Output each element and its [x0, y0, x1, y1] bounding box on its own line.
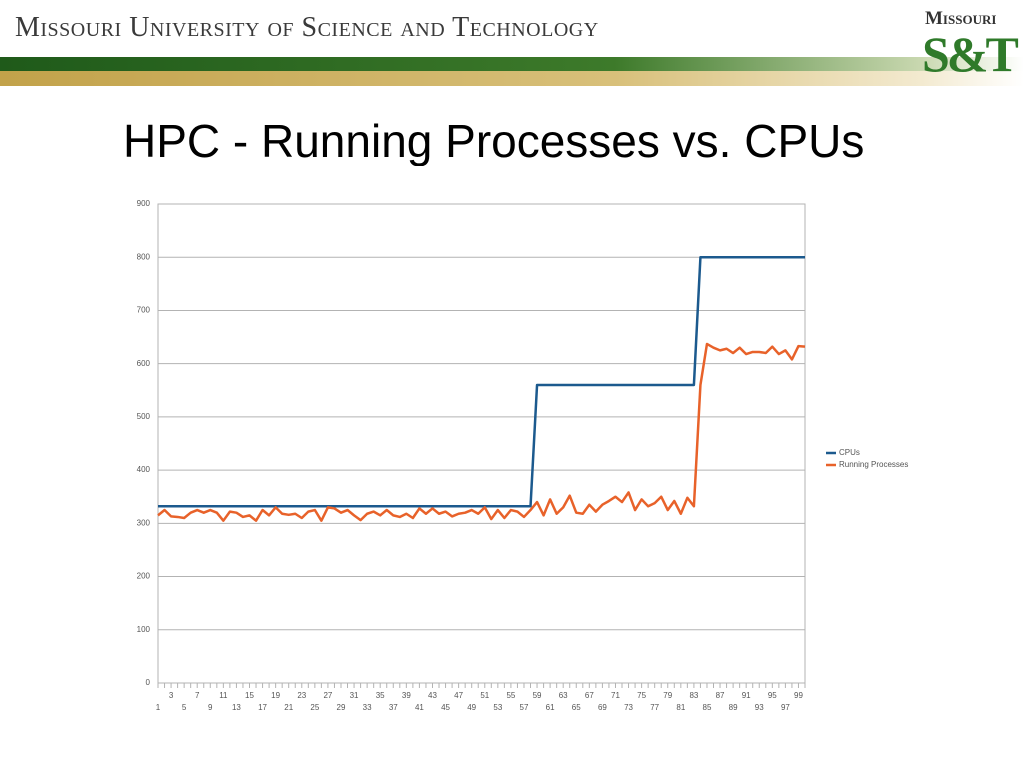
- x-tick-label: 63: [559, 691, 568, 700]
- x-tick-label: 15: [245, 691, 254, 700]
- x-tick-label: 3: [169, 691, 174, 700]
- y-tick-label: 600: [137, 359, 151, 368]
- x-tick-label: 11: [219, 691, 228, 700]
- x-tick-label: 17: [258, 703, 267, 712]
- x-tick-label: 99: [794, 691, 803, 700]
- logo-bottom: S&T: [922, 26, 1019, 82]
- x-tick-label: 67: [585, 691, 594, 700]
- x-tick-label: 95: [768, 691, 777, 700]
- series-line: [158, 255, 805, 508]
- x-tick-label: 79: [663, 691, 672, 700]
- x-tick-label: 89: [729, 703, 738, 712]
- x-tick-label: 75: [637, 691, 646, 700]
- x-tick-label: 53: [493, 703, 502, 712]
- x-tick-label: 35: [376, 691, 385, 700]
- x-tick-label: 13: [232, 703, 241, 712]
- y-tick-label: 800: [137, 252, 151, 261]
- title-box: HPC - Running Processes vs. CPUs: [0, 110, 1024, 166]
- x-tick-label: 23: [297, 691, 306, 700]
- x-tick-label: 7: [195, 691, 200, 700]
- x-tick-label: 69: [598, 703, 607, 712]
- y-tick-label: 400: [137, 465, 151, 474]
- x-tick-label: 39: [402, 691, 411, 700]
- x-tick-label: 9: [208, 703, 213, 712]
- x-tick-label: 33: [363, 703, 372, 712]
- x-tick-label: 29: [337, 703, 346, 712]
- x-tick-label: 51: [480, 691, 489, 700]
- legend-label: Running Processes: [839, 460, 908, 469]
- slide-title: HPC - Running Processes vs. CPUs: [123, 115, 865, 166]
- x-tick-label: 21: [284, 703, 293, 712]
- header-bar-gold: [0, 71, 1024, 86]
- x-tick-label: 93: [755, 703, 764, 712]
- x-tick-label: 97: [781, 703, 790, 712]
- x-tick-label: 73: [624, 703, 633, 712]
- x-tick-label: 61: [546, 703, 555, 712]
- x-tick-label: 25: [310, 703, 319, 712]
- x-tick-label: 5: [182, 703, 187, 712]
- x-tick-label: 59: [533, 691, 542, 700]
- x-tick-label: 91: [742, 691, 751, 700]
- x-tick-label: 85: [703, 703, 712, 712]
- x-tick-label: 81: [676, 703, 685, 712]
- x-tick-label: 55: [506, 691, 515, 700]
- x-tick-label: 77: [650, 703, 659, 712]
- y-tick-label: 200: [137, 572, 151, 581]
- header-bar: [0, 57, 1024, 71]
- y-tick-label: 0: [146, 678, 151, 687]
- x-tick-label: 43: [428, 691, 437, 700]
- x-tick-label: 19: [271, 691, 280, 700]
- x-tick-label: 87: [716, 691, 725, 700]
- header-title: Missouri University of Science and Techn…: [15, 12, 599, 43]
- x-tick-label: 47: [454, 691, 463, 700]
- x-tick-label: 31: [350, 691, 359, 700]
- x-tick-label: 71: [611, 691, 620, 700]
- y-tick-label: 500: [137, 412, 151, 421]
- x-tick-label: 1: [156, 703, 161, 712]
- series-line: [157, 342, 806, 522]
- x-tick-label: 27: [323, 691, 332, 700]
- legend-label: CPUs: [839, 448, 860, 457]
- x-tick-label: 49: [467, 703, 476, 712]
- y-tick-label: 900: [137, 199, 151, 208]
- y-tick-label: 300: [137, 518, 151, 527]
- logo-top: Missouri: [925, 8, 997, 29]
- x-tick-label: 57: [520, 703, 529, 712]
- x-tick-label: 45: [441, 703, 450, 712]
- plot-area: [157, 203, 806, 684]
- x-tick-label: 65: [572, 703, 581, 712]
- x-tick-label: 41: [415, 703, 424, 712]
- y-tick-label: 100: [137, 625, 151, 634]
- y-tick-label: 700: [137, 306, 151, 315]
- x-tick-label: 83: [689, 691, 698, 700]
- x-tick-label: 37: [389, 703, 398, 712]
